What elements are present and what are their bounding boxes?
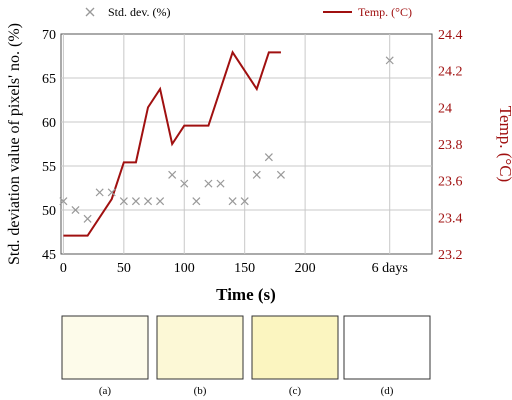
- std-point-stroke: [83, 214, 92, 223]
- std-point-stroke: [107, 188, 116, 197]
- sample-panel-label: (c): [289, 385, 302, 397]
- grid: [61, 34, 432, 254]
- sample-panel-label: (b): [194, 385, 207, 397]
- y-left-tick-label: 50: [42, 204, 56, 219]
- std-point-stroke: [143, 197, 153, 206]
- legend-temp-label: Temp. (°C): [358, 5, 412, 19]
- std-point: [71, 205, 80, 215]
- x-tick-label: 0: [60, 261, 67, 276]
- std-point: [240, 197, 249, 206]
- axis-ticks: 0 50 100 150 200 6 days 45 50 55 60 65 70 23.2 23.4 23…: [42, 28, 463, 276]
- std-point-stroke: [240, 197, 249, 206]
- std-point: [95, 188, 104, 197]
- std-point: [107, 188, 116, 197]
- std-point: [216, 179, 225, 188]
- std-point: [276, 170, 285, 179]
- std-point-stroke: [59, 197, 68, 206]
- temp-line: [63, 50, 281, 237]
- y-right-tick-label: 24: [438, 101, 452, 116]
- temp-series: [63, 50, 281, 237]
- legend-std-marker-icon: [85, 7, 95, 17]
- std-point-stroke: [168, 170, 177, 179]
- std-point-stroke: [71, 205, 80, 215]
- y-right-tick-label: 23.6: [438, 175, 463, 190]
- y-axis-left-label: Std. deviation value of pixels' no. (%): [6, 23, 23, 265]
- std-point: [143, 197, 153, 206]
- std-point: [119, 197, 128, 206]
- sample-panel-b: [156, 315, 244, 380]
- std-point-stroke: [264, 153, 273, 162]
- y-left-tick-label: 55: [42, 160, 56, 175]
- legend-std-label: Std. dev. (%): [108, 5, 171, 19]
- y-axis-right-label: Temp. (°C): [496, 106, 512, 182]
- std-point: [385, 56, 394, 65]
- x-tick-label: 100: [174, 261, 195, 276]
- sample-panel-label: (d): [381, 385, 394, 397]
- sample-panel-d: [343, 315, 431, 380]
- std-point: [168, 170, 177, 179]
- x-axis-label: Time (s): [216, 285, 276, 304]
- y-left-tick-label: 60: [42, 116, 56, 131]
- std-point-stroke: [216, 179, 225, 188]
- plot-area: [60, 33, 433, 255]
- std-point: [180, 179, 189, 188]
- std-point-stroke: [252, 170, 261, 179]
- sample-panel-c: [251, 315, 339, 380]
- std-point-stroke: [385, 56, 394, 65]
- std-point: [204, 179, 213, 188]
- std-point: [83, 214, 92, 223]
- legend: Std. dev. (%) Temp. (°C): [85, 5, 412, 19]
- std-point-stroke: [192, 197, 201, 206]
- std-point-stroke: [276, 170, 285, 179]
- std-point: [59, 197, 68, 206]
- y-right-tick-label: 23.2: [438, 248, 463, 263]
- y-right-tick-label: 23.8: [438, 138, 463, 153]
- y-right-tick-label: 24.2: [438, 65, 463, 80]
- std-point: [156, 197, 165, 206]
- x-tick-label: 150: [234, 261, 255, 276]
- x-tick-label: 200: [295, 261, 316, 276]
- x-tick-label: 6 days: [372, 261, 408, 276]
- std-point-stroke: [119, 197, 128, 206]
- std-point-stroke: [228, 197, 237, 206]
- sample-panel-label: (a): [99, 385, 112, 397]
- std-point-stroke: [131, 197, 140, 206]
- std-point: [192, 197, 201, 206]
- y-left-tick-label: 70: [42, 28, 56, 43]
- y-right-tick-label: 24.4: [438, 28, 463, 43]
- std-point-stroke: [204, 179, 213, 188]
- std-series: [59, 56, 394, 223]
- y-left-tick-label: 45: [42, 248, 56, 263]
- std-point: [228, 197, 237, 206]
- sample-panel-a: [61, 315, 149, 380]
- sample-panels: (a) (b) (c) (d): [61, 315, 431, 397]
- y-right-tick-label: 23.4: [438, 211, 463, 226]
- y-left-tick-label: 65: [42, 72, 56, 87]
- std-point-stroke: [156, 197, 165, 206]
- std-point-stroke: [95, 188, 104, 197]
- std-point: [131, 197, 140, 206]
- std-point: [252, 170, 261, 179]
- std-point: [264, 153, 273, 162]
- std-point-stroke: [180, 179, 189, 188]
- x-tick-label: 50: [117, 261, 131, 276]
